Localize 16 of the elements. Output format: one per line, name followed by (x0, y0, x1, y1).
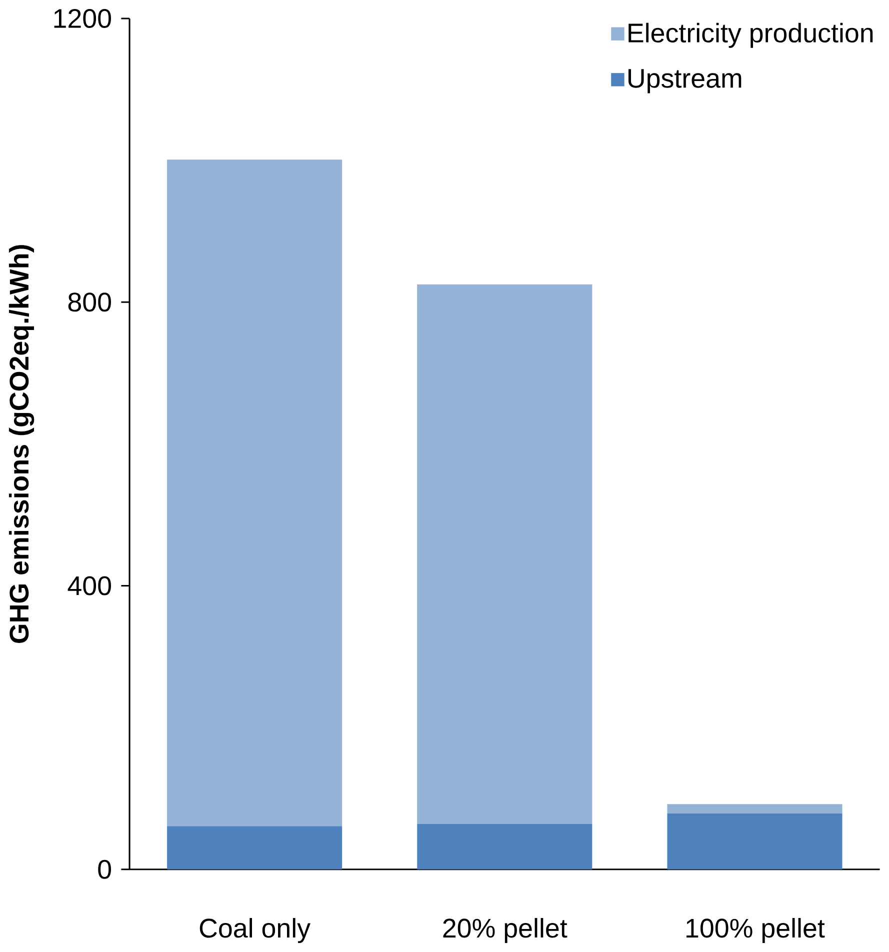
x-tick-label: 100% pellet (686, 918, 825, 944)
bar (417, 824, 592, 870)
y-axis-title: GHG emissions (gCO2eq./kWh) (9, 245, 34, 643)
y-tick-label: 400 (68, 576, 112, 596)
legend-label: Electricity production (628, 22, 873, 48)
legend-label: Upstream (628, 69, 742, 94)
bar (667, 804, 842, 814)
y-tick-label: 0 (98, 860, 112, 879)
x-tick-label: 20% pellet (443, 918, 568, 944)
bar (417, 284, 592, 824)
y-tick-label: 800 (68, 292, 112, 312)
bar (167, 160, 342, 826)
x-tick-label: Coal only (200, 918, 311, 944)
y-tick-label: 1200 (54, 8, 112, 28)
bar (167, 826, 342, 870)
bar (667, 813, 842, 870)
